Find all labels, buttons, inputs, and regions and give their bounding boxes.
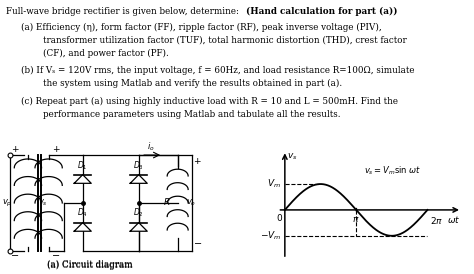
Polygon shape [130, 175, 147, 183]
Text: $v_s$: $v_s$ [287, 152, 298, 162]
Text: transformer utilization factor (TUF), total harmonic distortion (THD), crest fac: transformer utilization factor (TUF), to… [43, 36, 406, 45]
Text: the system using Matlab and verify the results obtained in part (a).: the system using Matlab and verify the r… [43, 79, 342, 89]
Text: −: − [52, 251, 60, 261]
Text: Full-wave bridge rectifier is given below, determine:: Full-wave bridge rectifier is given belo… [6, 7, 242, 16]
Text: $i_o$: $i_o$ [147, 140, 155, 153]
Text: $D_3$: $D_3$ [133, 159, 144, 172]
Text: −: − [11, 251, 19, 261]
Text: $v_s = V_m \sin\,\omega t$: $v_s = V_m \sin\,\omega t$ [364, 165, 421, 177]
Text: (CF), and power factor (PF).: (CF), and power factor (PF). [43, 49, 168, 58]
Text: $V_m$: $V_m$ [267, 178, 281, 190]
Text: $\pi$: $\pi$ [352, 215, 360, 224]
Text: (c) Repeat part (a) using highly inductive load with R = 10 and L = 500mH. Find : (c) Repeat part (a) using highly inducti… [21, 96, 398, 105]
Text: +: + [52, 145, 59, 154]
Text: +: + [193, 157, 201, 165]
Polygon shape [74, 222, 91, 231]
Polygon shape [74, 175, 91, 183]
Text: $D_2$: $D_2$ [133, 207, 144, 219]
Text: (b) If Vₛ = 120V rms, the input voltage, f = 60Hz, and load resistance R=100Ω, s: (b) If Vₛ = 120V rms, the input voltage,… [21, 66, 415, 75]
Text: (Hand calculation for part (a)): (Hand calculation for part (a)) [246, 7, 397, 16]
Polygon shape [130, 222, 147, 231]
Text: $D_1$: $D_1$ [77, 159, 88, 172]
Text: $D_4$: $D_4$ [77, 207, 88, 219]
Text: $v_p$: $v_p$ [2, 197, 13, 209]
Text: $-V_m$: $-V_m$ [260, 230, 281, 242]
Text: performance parameters using Matlab and tabulate all the results.: performance parameters using Matlab and … [43, 110, 340, 119]
Text: (a) Circuit diagram: (a) Circuit diagram [47, 261, 133, 270]
Text: (a) Efficiency (η), form factor (FF), ripple factor (RF), peak inverse voltage (: (a) Efficiency (η), form factor (FF), ri… [21, 23, 382, 32]
Text: 0: 0 [277, 214, 283, 223]
Text: +: + [11, 145, 19, 154]
Text: $v_o$: $v_o$ [186, 198, 196, 208]
Text: $2\pi$: $2\pi$ [430, 215, 443, 226]
Text: −: − [193, 239, 201, 249]
Text: $\omega t$: $\omega t$ [447, 214, 461, 225]
Text: R: R [164, 198, 170, 207]
Text: $v_s$: $v_s$ [38, 198, 48, 208]
Text: (a) Circuit diagram: (a) Circuit diagram [47, 259, 133, 269]
